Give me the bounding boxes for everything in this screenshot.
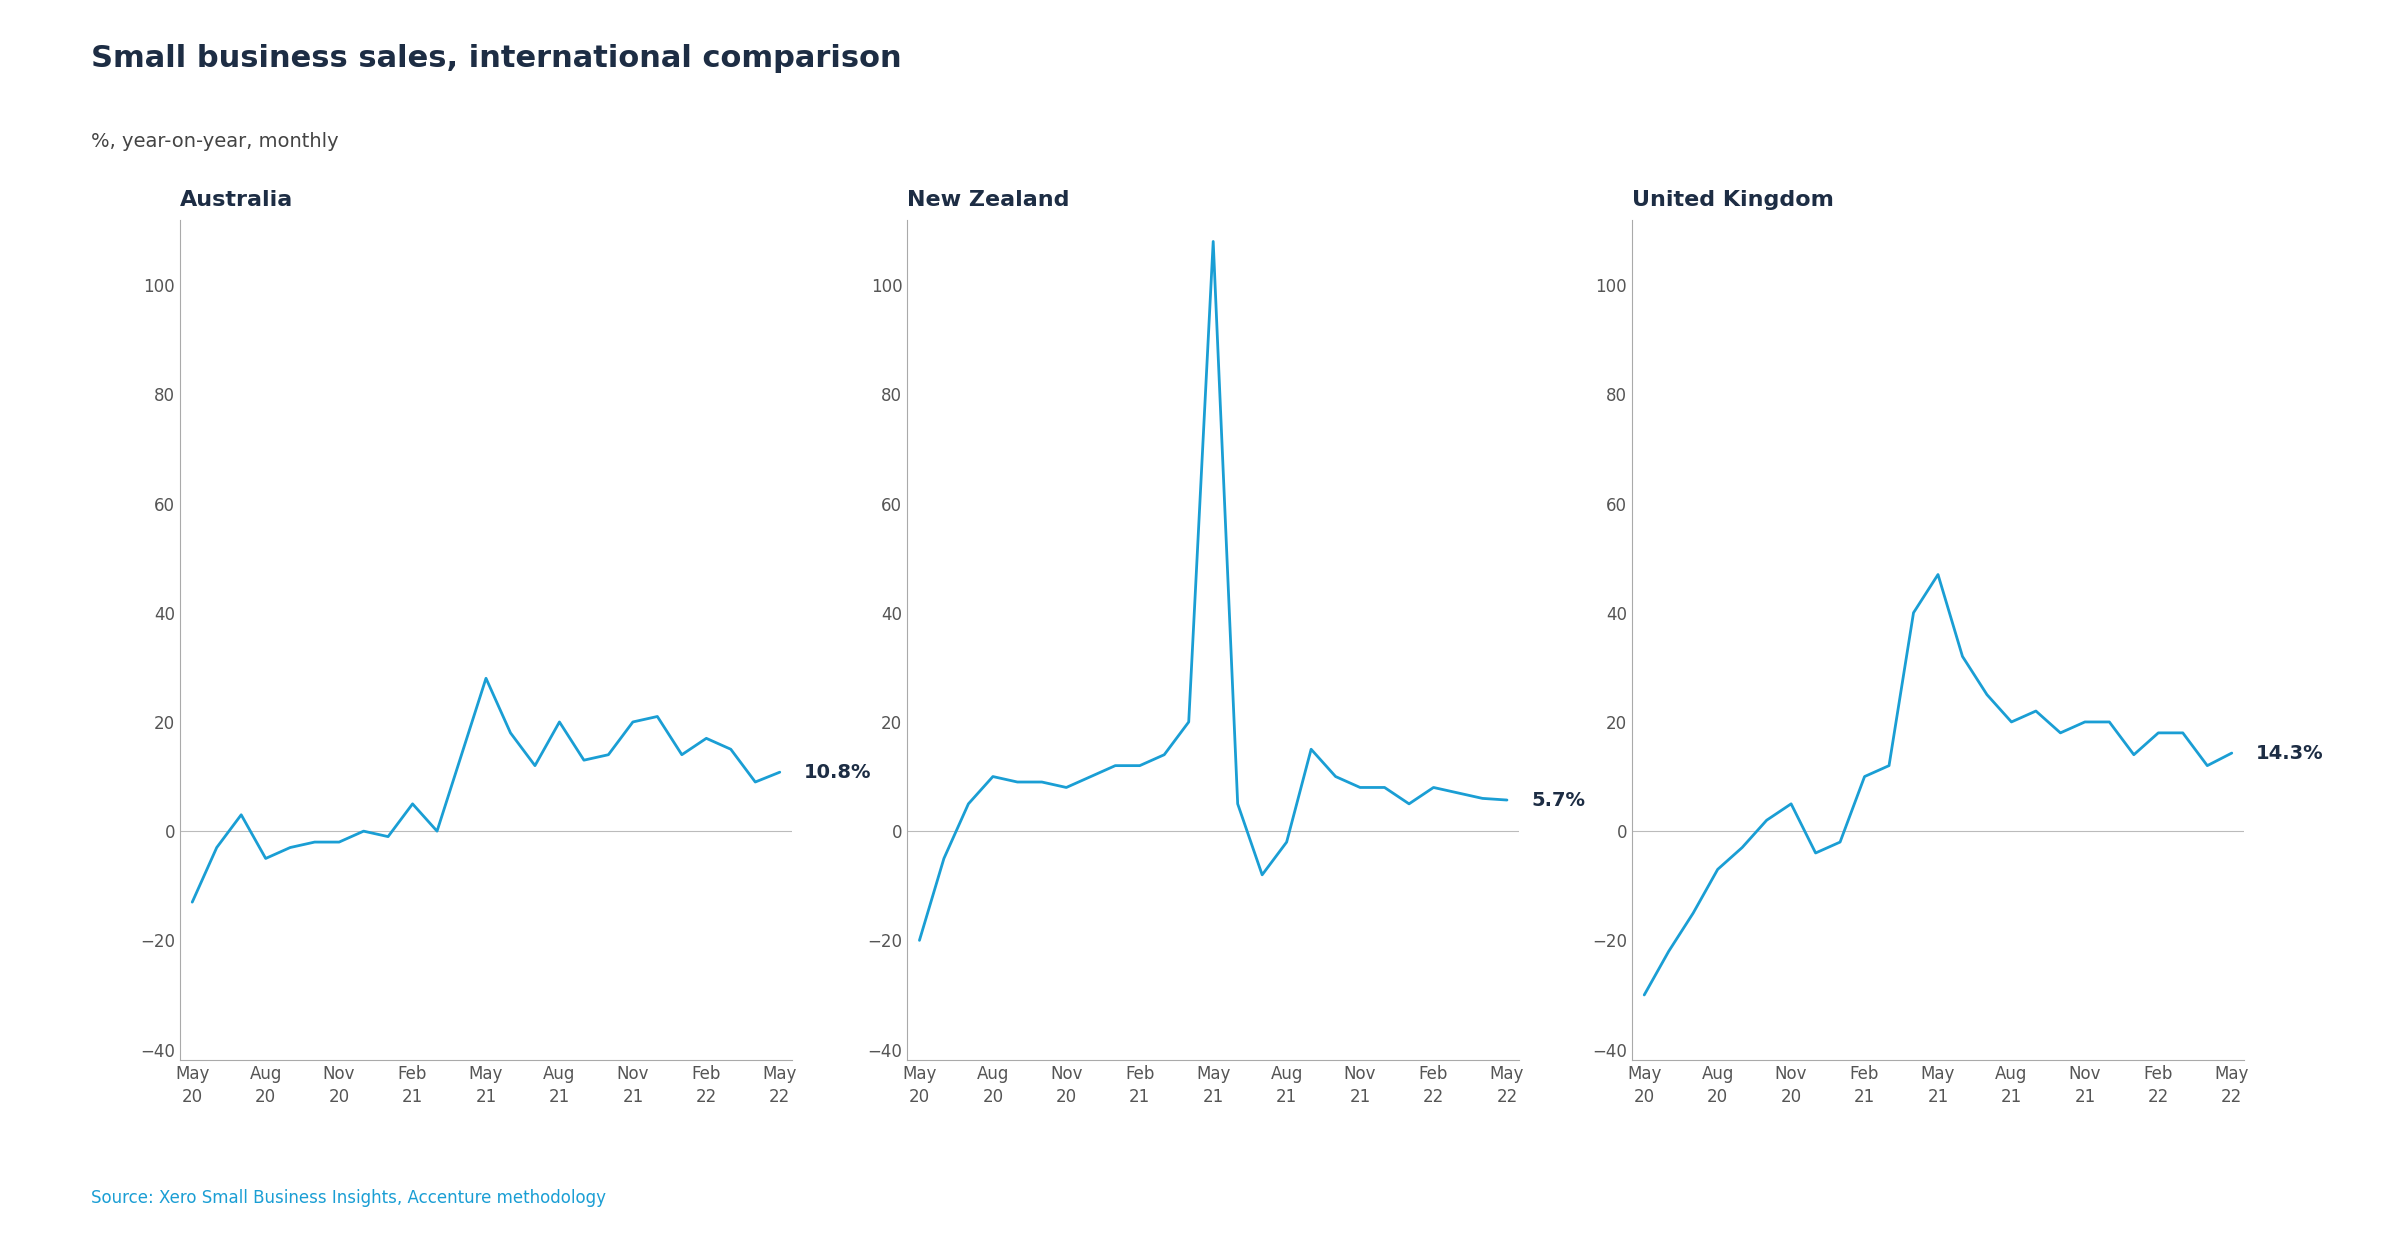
Text: Australia: Australia <box>180 190 293 210</box>
Text: New Zealand: New Zealand <box>907 190 1070 210</box>
Text: 14.3%: 14.3% <box>2256 743 2323 763</box>
Text: United Kingdom: United Kingdom <box>1632 190 1834 210</box>
Text: %, year-on-year, monthly: %, year-on-year, monthly <box>91 132 338 151</box>
Text: 10.8%: 10.8% <box>804 763 871 782</box>
Text: Source: Xero Small Business Insights, Accenture methodology: Source: Xero Small Business Insights, Ac… <box>91 1190 607 1207</box>
Text: Small business sales, international comparison: Small business sales, international comp… <box>91 44 902 73</box>
Text: 5.7%: 5.7% <box>1531 791 1586 809</box>
